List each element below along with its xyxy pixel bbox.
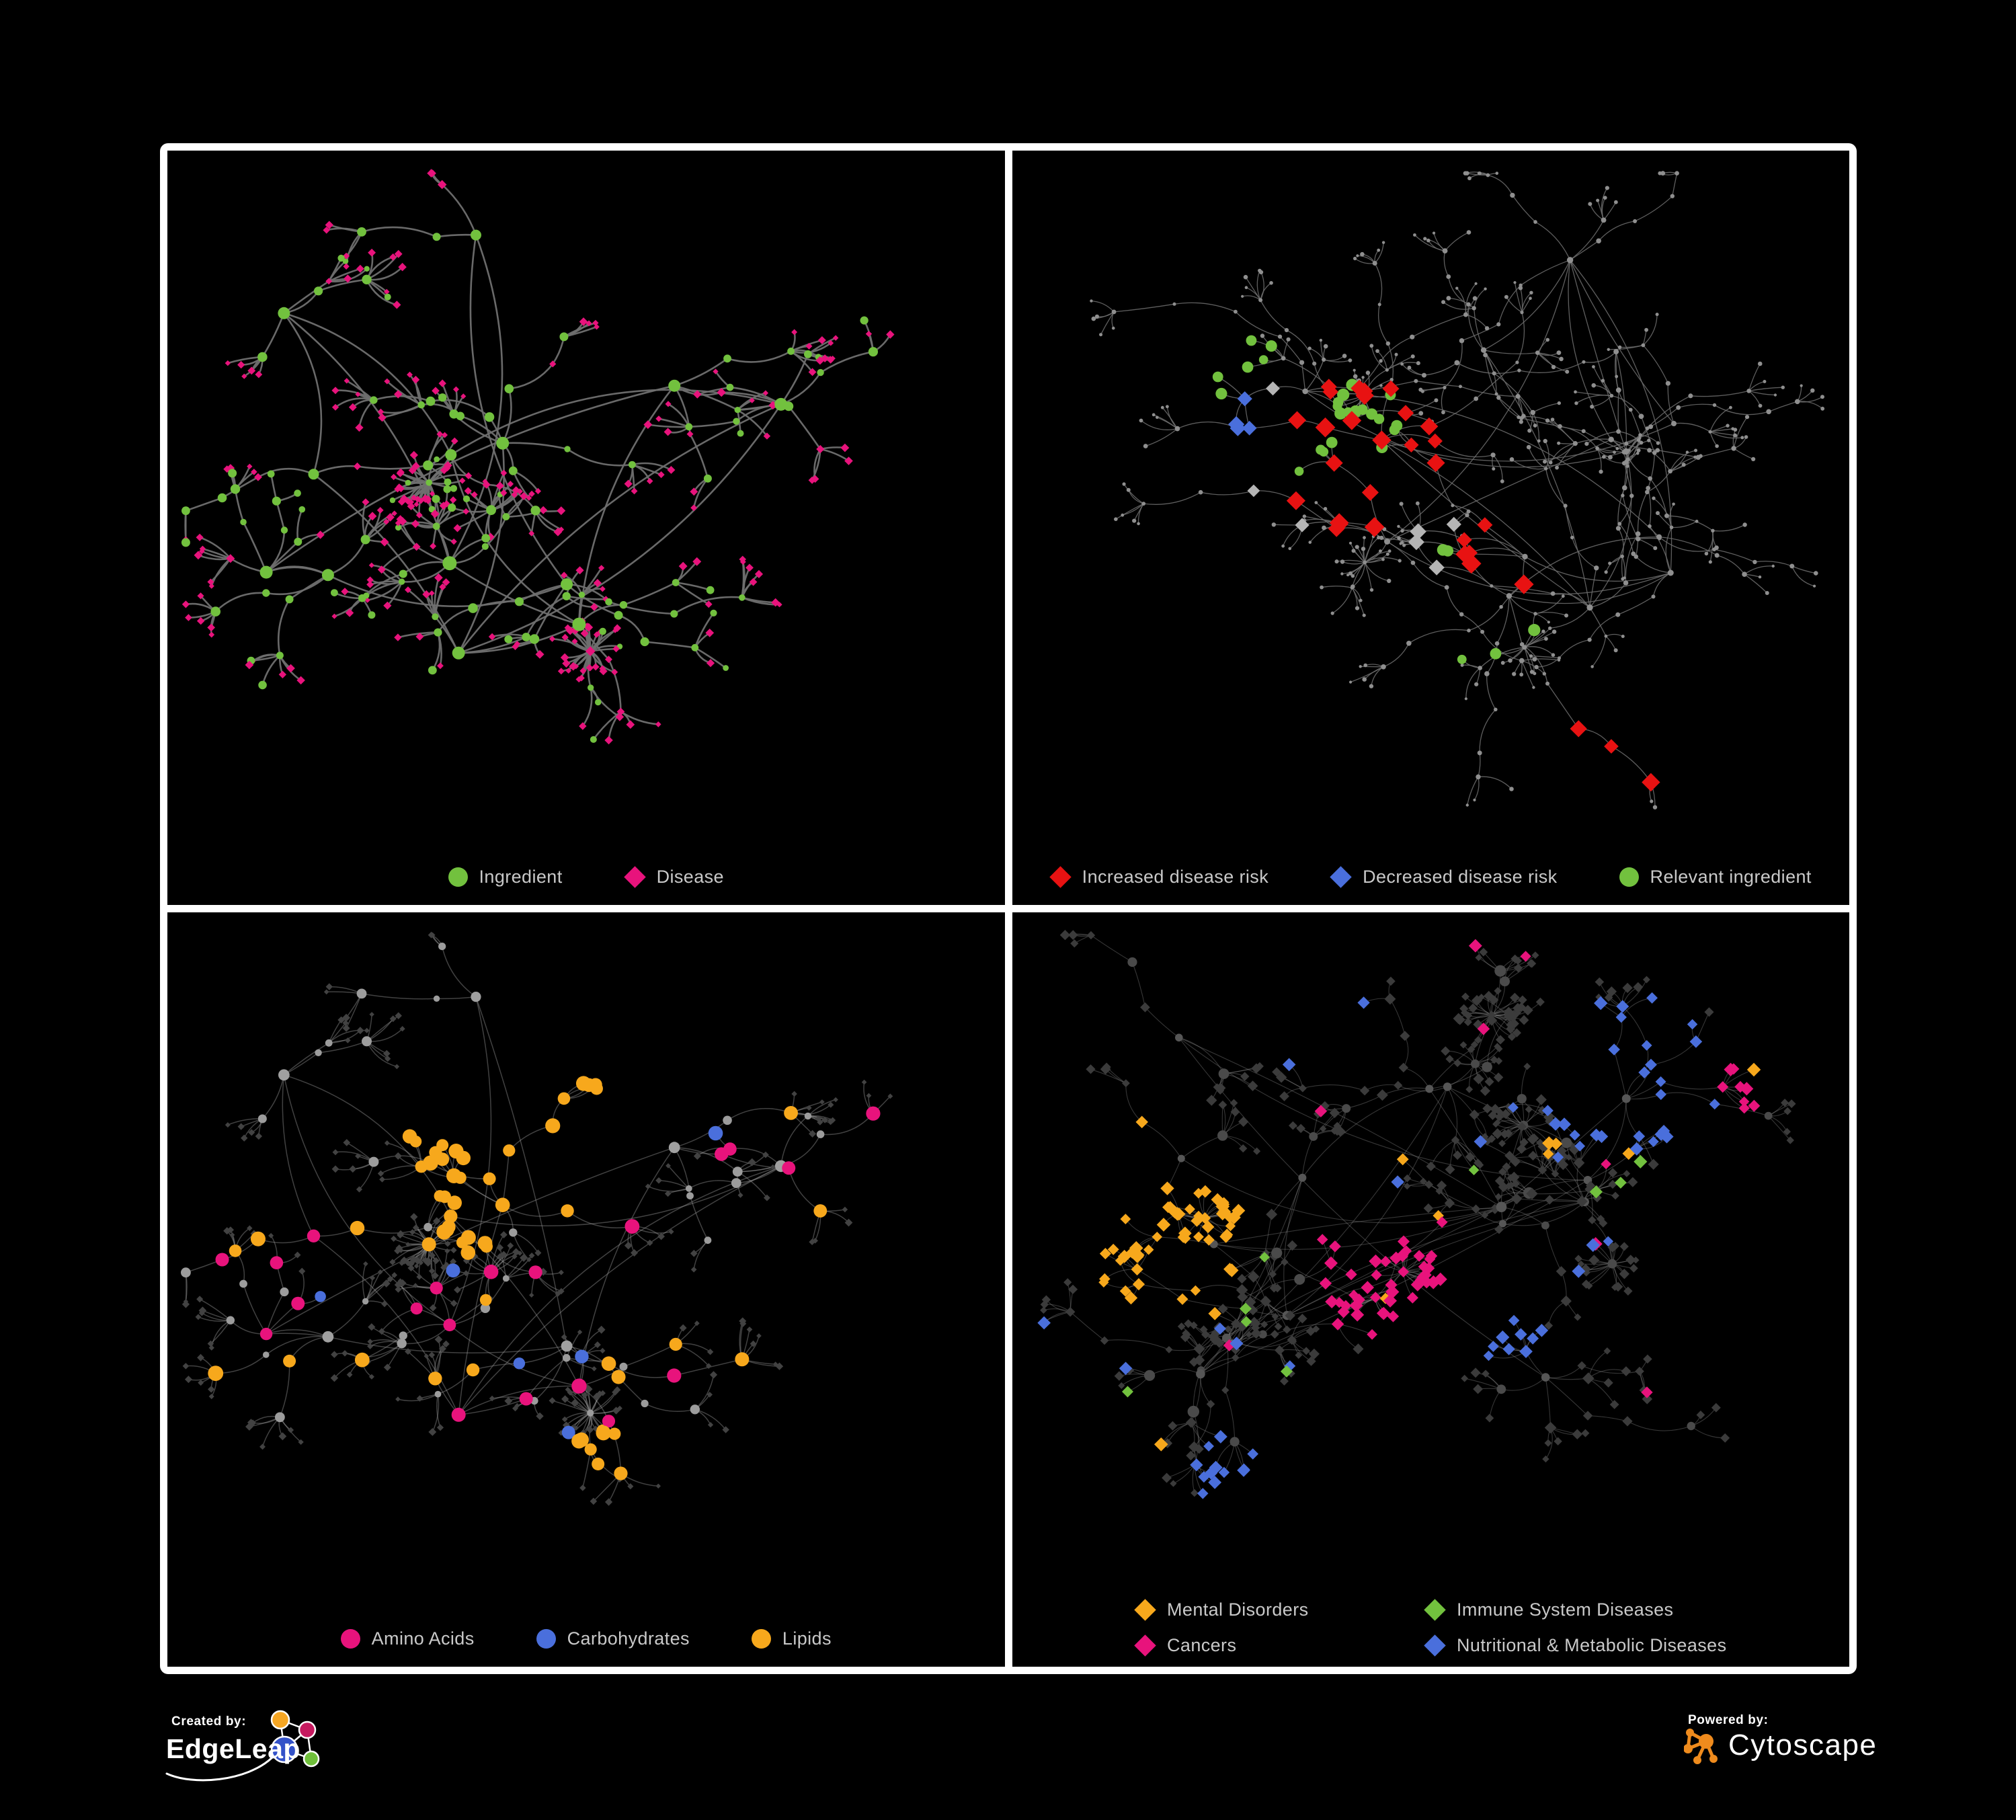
legend-label: Mental Disorders bbox=[1167, 1599, 1309, 1620]
legend-item-decreased-disease-risk: Decreased disease risk bbox=[1330, 866, 1558, 888]
diamond-marker-icon bbox=[1424, 1599, 1446, 1621]
disease-risk-legend: Increased disease risk Decreased disease … bbox=[1012, 866, 1850, 888]
disease-categories-network-graph bbox=[1037, 930, 1796, 1499]
edgeleap-wordmark: EdgeLeap bbox=[166, 1733, 300, 1764]
legend-label: Relevant ingredient bbox=[1650, 867, 1812, 887]
diamond-marker-icon bbox=[1134, 1634, 1156, 1657]
legend-label: Cancers bbox=[1167, 1635, 1237, 1655]
powered-by-label: Powered by: bbox=[1688, 1713, 1769, 1727]
legend-item-mental-disorders: Mental Disorders bbox=[1134, 1599, 1394, 1621]
cytoscape-wordmark: Cytoscape bbox=[1728, 1729, 1878, 1762]
legend-item-ingredient: Ingredient bbox=[448, 867, 563, 887]
disease-categories-legend: Mental Disorders Immune System Diseases Ca… bbox=[1134, 1599, 1726, 1657]
legend-item-immune-system-diseases: Immune System Diseases bbox=[1424, 1599, 1726, 1621]
legend-item-relevant-ingredient: Relevant ingredient bbox=[1619, 867, 1812, 887]
circle-marker-icon bbox=[340, 1629, 360, 1649]
legend-label: Amino Acids bbox=[371, 1628, 475, 1649]
panel-disease-risk: Increased disease risk Decreased disease … bbox=[1012, 151, 1850, 905]
edgeleap-logo-icon bbox=[165, 1710, 320, 1782]
created-by-label: Created by: bbox=[171, 1714, 247, 1729]
legend-item-nutritional-metabolic-diseases: Nutritional & Metabolic Diseases bbox=[1424, 1634, 1727, 1657]
panel-ingredient-disease: Ingredient Disease bbox=[167, 151, 1005, 905]
ingredient-disease-legend: Ingredient Disease bbox=[167, 866, 1005, 888]
legend-item-carbohydrates: Carbohydrates bbox=[536, 1628, 690, 1649]
panel-disease-categories: Mental Disorders Immune System Diseases Ca… bbox=[1012, 912, 1849, 1667]
panel-nutrient-classes: Amino Acids Carbohydrates Lipids bbox=[167, 912, 1005, 1667]
diamond-marker-icon bbox=[623, 866, 646, 888]
legend-item-increased-disease-risk: Increased disease risk bbox=[1049, 866, 1269, 888]
diamond-marker-icon bbox=[1134, 1599, 1156, 1621]
cytoscape-logo-icon bbox=[1684, 1729, 1718, 1764]
cytoscape-credit: Powered by: Cytoscape bbox=[1684, 1706, 1912, 1807]
nutrient-classes-network-graph bbox=[181, 931, 893, 1506]
legend-label: Lipids bbox=[782, 1628, 832, 1649]
cytoscape-brand-row: Cytoscape bbox=[1684, 1727, 1877, 1764]
disease-risk-network-graph bbox=[1089, 171, 1824, 809]
circle-marker-icon bbox=[751, 1629, 771, 1649]
circle-marker-icon bbox=[1619, 867, 1639, 887]
legend-label: Carbohydrates bbox=[567, 1628, 690, 1649]
legend-label: Decreased disease risk bbox=[1363, 867, 1558, 887]
ingredient-disease-network-graph bbox=[181, 169, 895, 745]
legend-label: Disease bbox=[656, 867, 724, 887]
panel-grid: Ingredient Disease Increased disease risk… bbox=[160, 143, 1857, 1674]
nutrient-classes-legend: Amino Acids Carbohydrates Lipids bbox=[167, 1628, 1005, 1649]
legend-label: Increased disease risk bbox=[1082, 867, 1269, 887]
edgeleap-credit: Created by: EdgeLeap bbox=[165, 1709, 528, 1817]
legend-item-cancers: Cancers bbox=[1134, 1634, 1394, 1657]
legend-label: Immune System Diseases bbox=[1457, 1599, 1674, 1620]
circle-marker-icon bbox=[448, 867, 468, 887]
legend-label: Ingredient bbox=[479, 867, 563, 887]
circle-marker-icon bbox=[536, 1629, 556, 1649]
legend-label: Nutritional & Metabolic Diseases bbox=[1457, 1635, 1727, 1655]
diamond-marker-icon bbox=[1424, 1634, 1446, 1657]
legend-item-amino-acids: Amino Acids bbox=[340, 1628, 475, 1649]
diamond-marker-icon bbox=[1049, 866, 1072, 888]
legend-item-lipids: Lipids bbox=[751, 1628, 832, 1649]
diamond-marker-icon bbox=[1330, 866, 1352, 888]
legend-item-disease: Disease bbox=[623, 866, 724, 888]
